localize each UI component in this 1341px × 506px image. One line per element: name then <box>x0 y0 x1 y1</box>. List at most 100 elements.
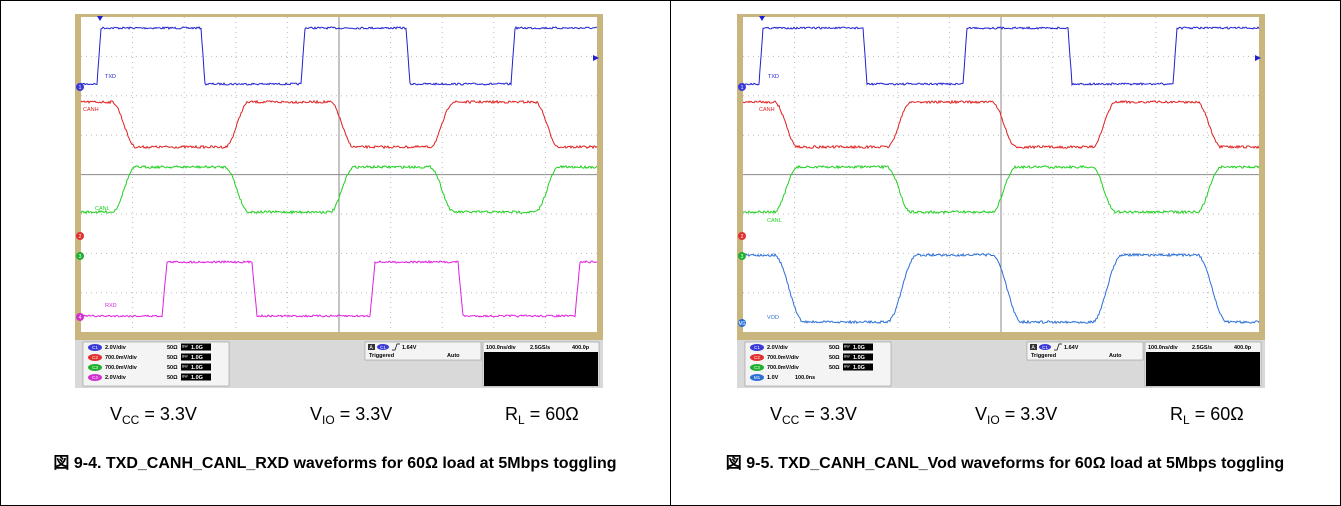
bandwidth-value: 1.0G <box>191 355 203 361</box>
channel-scale: 700.0mV/div <box>105 355 138 361</box>
condition-value: = 60Ω <box>1190 404 1244 424</box>
channel-badge-label: C2 <box>754 355 760 360</box>
channel-marker-label: 2 <box>79 234 82 240</box>
timebase-display <box>1146 352 1260 386</box>
condition-symbol: V <box>975 404 987 424</box>
channel-label: CANL <box>767 218 782 224</box>
trigger-sweep: Auto <box>1109 353 1122 359</box>
timebase-text: 2.5GS/s <box>530 345 550 351</box>
timebase-text: 400.0p <box>572 345 590 351</box>
math-timebase: 100.0ns <box>795 375 815 381</box>
bandwidth-label: BW <box>182 345 188 349</box>
test-condition: RL = 60Ω <box>1170 404 1244 427</box>
figure-caption: 図 9-4. TXD_CANH_CANL_RXD waveforms for 6… <box>40 452 630 476</box>
channel-badge-label: C3 <box>754 365 760 370</box>
bandwidth-value: 1.0G <box>191 345 203 351</box>
channel-impedance: 50Ω <box>167 375 178 381</box>
condition-value: = 3.3V <box>139 404 197 424</box>
bandwidth-label: BW <box>844 365 850 369</box>
channel-impedance: 50Ω <box>167 355 178 361</box>
condition-value: = 3.3V <box>335 404 393 424</box>
channel-impedance: 50Ω <box>167 345 178 351</box>
condition-symbol: R <box>505 404 518 424</box>
trigger-channel: C1 <box>1042 345 1048 350</box>
condition-symbol: V <box>770 404 782 424</box>
condition-symbol: V <box>310 404 322 424</box>
channel-marker-label: 3 <box>741 254 744 260</box>
channel-scale: 700.0mV/div <box>105 365 138 371</box>
bandwidth-value: 1.0G <box>853 345 865 351</box>
test-condition: RL = 60Ω <box>505 404 579 427</box>
channel-label: CANL <box>95 206 110 212</box>
channel-badge-label: C1 <box>92 345 98 350</box>
channel-label: RXD <box>105 303 117 309</box>
channel-badge-label: C1 <box>754 345 760 350</box>
channel-impedance: 50Ω <box>829 355 840 361</box>
condition-value: = 60Ω <box>525 404 579 424</box>
trigger-level: 1.64V <box>1064 345 1079 351</box>
timebase-text: 400.0p <box>1234 345 1252 351</box>
channel-marker-label: M1 <box>739 321 746 327</box>
channel-label: TXD <box>768 74 779 80</box>
condition-subscript: CC <box>122 413 139 427</box>
bandwidth-value: 1.0G <box>191 365 203 371</box>
timebase-text: 100.0ns/div <box>1148 345 1179 351</box>
channel-impedance: 50Ω <box>829 345 840 351</box>
channel-marker-label: 1 <box>741 85 744 91</box>
bandwidth-value: 1.0G <box>853 355 865 361</box>
channel-marker-label: 1 <box>79 85 82 91</box>
channel-badge-label: C2 <box>92 355 98 360</box>
channel-badge-label: C3 <box>92 365 98 370</box>
channel-scale: 2.0V/div <box>105 345 127 351</box>
oscilloscope-capture: TXDCANHCANLRXD1234C12.0V/div50ΩBW1.0GC27… <box>75 14 603 388</box>
test-condition: VCC = 3.3V <box>770 404 857 427</box>
trigger-sweep: Auto <box>447 353 460 359</box>
test-condition: VIO = 3.3V <box>975 404 1057 427</box>
bandwidth-value: 1.0G <box>853 365 865 371</box>
channel-scale: 700.0mV/div <box>767 355 800 361</box>
condition-subscript: IO <box>322 413 335 427</box>
channel-scale: 1.0V <box>767 375 779 381</box>
channel-scale: 2.0V/div <box>105 375 127 381</box>
timebase-display <box>484 352 598 386</box>
page: TXDCANHCANLRXD1234C12.0V/div50ΩBW1.0GC27… <box>0 0 1341 506</box>
trigger-channel: C1 <box>380 345 386 350</box>
condition-value: = 3.3V <box>1000 404 1058 424</box>
channel-marker-label: 3 <box>79 254 82 260</box>
channel-label: VOD <box>767 315 779 321</box>
channel-scale: 2.0V/div <box>767 345 789 351</box>
figure-caption: 図 9-5. TXD_CANH_CANL_Vod waveforms for 6… <box>710 452 1300 476</box>
channel-marker-label: 2 <box>741 234 744 240</box>
condition-subscript: L <box>1183 413 1190 427</box>
condition-subscript: L <box>518 413 525 427</box>
condition-symbol: V <box>110 404 122 424</box>
channel-label: CANH <box>83 107 99 113</box>
trigger-level: 1.64V <box>402 345 417 351</box>
channel-impedance: 50Ω <box>167 365 178 371</box>
condition-symbol: R <box>1170 404 1183 424</box>
timebase-text: 100.0ns/div <box>486 345 517 351</box>
timebase-text: 2.5GS/s <box>1192 345 1212 351</box>
bandwidth-label: BW <box>182 355 188 359</box>
channel-impedance: 50Ω <box>829 365 840 371</box>
trigger-state: Triggered <box>369 353 394 359</box>
trigger-state: Triggered <box>1031 353 1056 359</box>
channel-badge-label: C4 <box>92 375 98 380</box>
channel-label: CANH <box>759 107 775 113</box>
channel-badge-label: M1 <box>754 375 761 380</box>
test-condition: VIO = 3.3V <box>310 404 392 427</box>
channel-scale: 700.0mV/div <box>767 365 800 371</box>
bandwidth-value: 1.0G <box>191 375 203 381</box>
channel-marker-label: 4 <box>79 315 82 321</box>
bandwidth-label: BW <box>844 355 850 359</box>
condition-subscript: IO <box>987 413 1000 427</box>
test-condition: VCC = 3.3V <box>110 404 197 427</box>
condition-subscript: CC <box>782 413 799 427</box>
bandwidth-label: BW <box>182 375 188 379</box>
condition-value: = 3.3V <box>799 404 857 424</box>
figure-cell: TXDCANHCANLVOD123M1C12.0V/div50ΩBW1.0GC2… <box>670 0 1340 506</box>
bandwidth-label: BW <box>182 365 188 369</box>
bandwidth-label: BW <box>844 345 850 349</box>
